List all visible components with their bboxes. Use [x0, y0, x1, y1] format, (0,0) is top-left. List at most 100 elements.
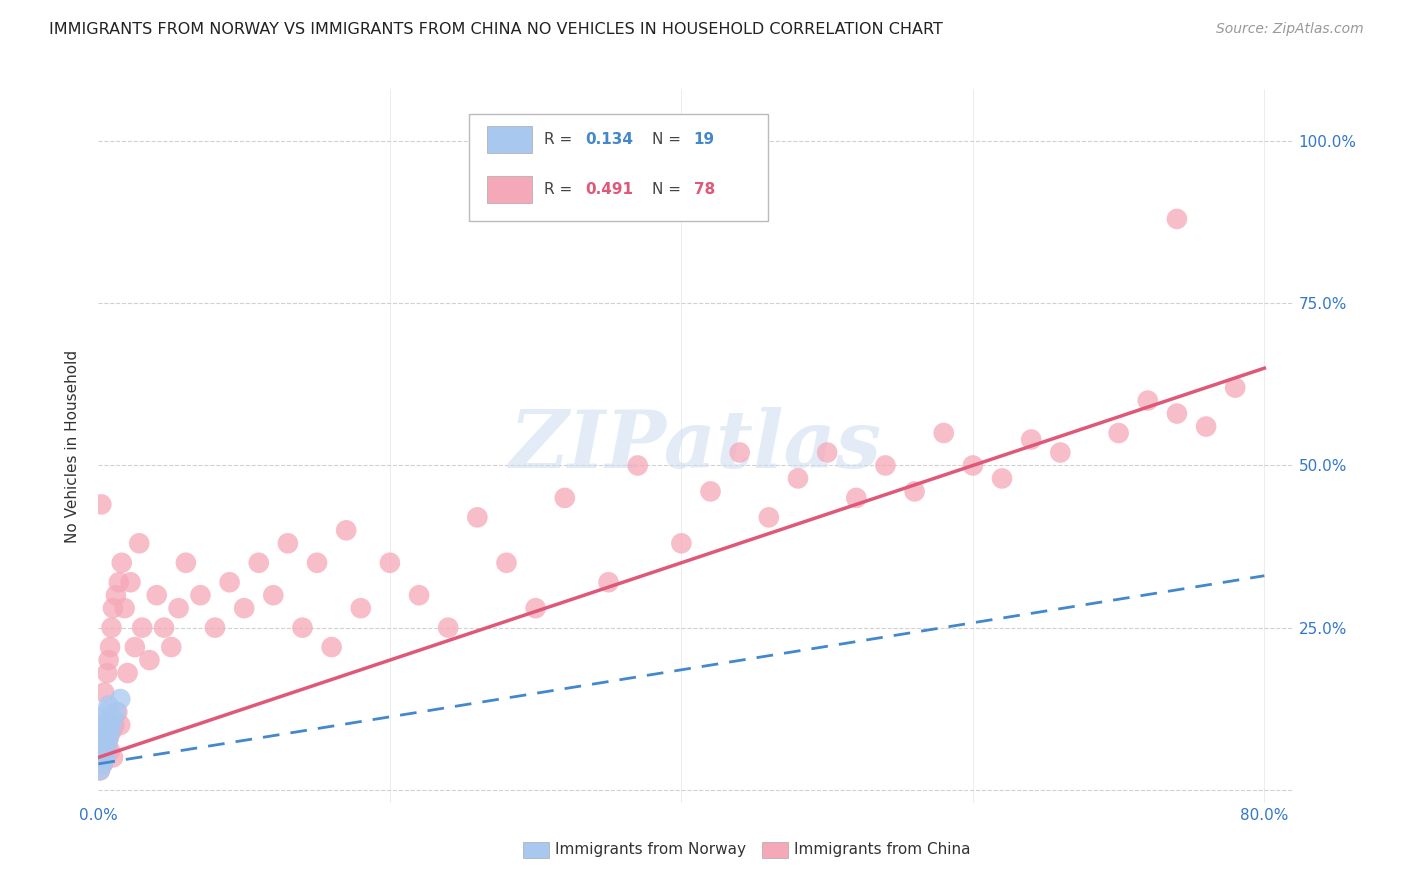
Point [100, 621, 122, 635]
Point [90, 731, 112, 745]
Point [94, 750, 117, 764]
Point [1019, 433, 1042, 447]
Point [1108, 425, 1130, 440]
Point [437, 621, 460, 635]
Point [114, 601, 136, 615]
Point [128, 536, 150, 550]
Point [262, 588, 284, 602]
Point [728, 445, 751, 459]
Point [117, 666, 139, 681]
Text: 0.134: 0.134 [585, 132, 633, 146]
Point [699, 484, 721, 499]
Text: N =: N = [652, 182, 686, 196]
Point [110, 692, 132, 706]
Point [335, 524, 357, 538]
Bar [486, 127, 533, 153]
Text: R =: R = [544, 182, 578, 196]
Text: IMMIGRANTS FROM NORWAY VS IMMIGRANTS FROM CHINA NO VEHICLES IN HOUSEHOLD CORRELA: IMMIGRANTS FROM NORWAY VS IMMIGRANTS FRO… [49, 22, 943, 37]
Point [190, 588, 212, 602]
Point [1195, 419, 1218, 434]
Point [91, 738, 114, 752]
Point [94, 718, 117, 732]
Point [1136, 393, 1159, 408]
Point [111, 556, 134, 570]
Point [104, 588, 127, 602]
Point [93, 744, 115, 758]
Point [305, 556, 328, 570]
Point [932, 425, 955, 440]
Point [90, 750, 112, 764]
Bar [486, 177, 533, 203]
Text: 78: 78 [693, 182, 714, 196]
Point [97, 731, 120, 745]
Point [167, 601, 190, 615]
Point [138, 653, 160, 667]
Point [1166, 407, 1188, 421]
Point [97, 653, 120, 667]
Text: N =: N = [652, 132, 686, 146]
Point [1049, 445, 1071, 459]
Point [101, 601, 124, 615]
Point [108, 575, 131, 590]
Point [97, 731, 120, 745]
Bar [523, 842, 548, 858]
Point [1166, 211, 1188, 226]
Y-axis label: No Vehicles in Household: No Vehicles in Household [65, 350, 80, 542]
Point [91, 711, 114, 725]
Point [131, 621, 153, 635]
Point [145, 588, 167, 602]
Point [105, 705, 128, 719]
Point [93, 724, 115, 739]
Point [104, 705, 127, 719]
Point [218, 575, 240, 590]
Point [96, 666, 118, 681]
Point [91, 731, 114, 745]
Point [787, 471, 810, 485]
Point [815, 445, 838, 459]
Point [90, 497, 112, 511]
Point [962, 458, 984, 473]
Point [204, 621, 226, 635]
Point [94, 718, 117, 732]
Text: Source: ZipAtlas.com: Source: ZipAtlas.com [1216, 22, 1364, 37]
Point [524, 601, 547, 615]
Text: Immigrants from Norway: Immigrants from Norway [555, 842, 747, 856]
Point [91, 756, 114, 771]
Point [89, 764, 111, 778]
Point [89, 764, 111, 778]
Point [98, 640, 121, 654]
Point [103, 718, 125, 732]
Point [467, 510, 489, 524]
Point [96, 705, 118, 719]
Point [93, 685, 115, 699]
Point [160, 640, 183, 654]
Point [90, 750, 112, 764]
Point [321, 640, 343, 654]
Point [94, 750, 117, 764]
Point [97, 698, 120, 713]
Point [1225, 381, 1247, 395]
Point [845, 491, 868, 505]
Point [408, 588, 430, 602]
Point [903, 484, 925, 499]
Text: ZIPatlas: ZIPatlas [510, 408, 882, 484]
Point [93, 744, 115, 758]
Point [378, 556, 401, 570]
Point [350, 601, 373, 615]
Point [233, 601, 256, 615]
Point [101, 750, 124, 764]
Point [98, 744, 121, 758]
Point [598, 575, 620, 590]
Point [120, 575, 142, 590]
Point [758, 510, 780, 524]
Point [495, 556, 517, 570]
Point [554, 491, 576, 505]
Text: 0.491: 0.491 [585, 182, 633, 196]
Text: Immigrants from China: Immigrants from China [794, 842, 970, 856]
Point [101, 711, 124, 725]
Point [277, 536, 299, 550]
Point [96, 738, 118, 752]
Point [627, 458, 650, 473]
Point [153, 621, 176, 635]
Point [991, 471, 1014, 485]
